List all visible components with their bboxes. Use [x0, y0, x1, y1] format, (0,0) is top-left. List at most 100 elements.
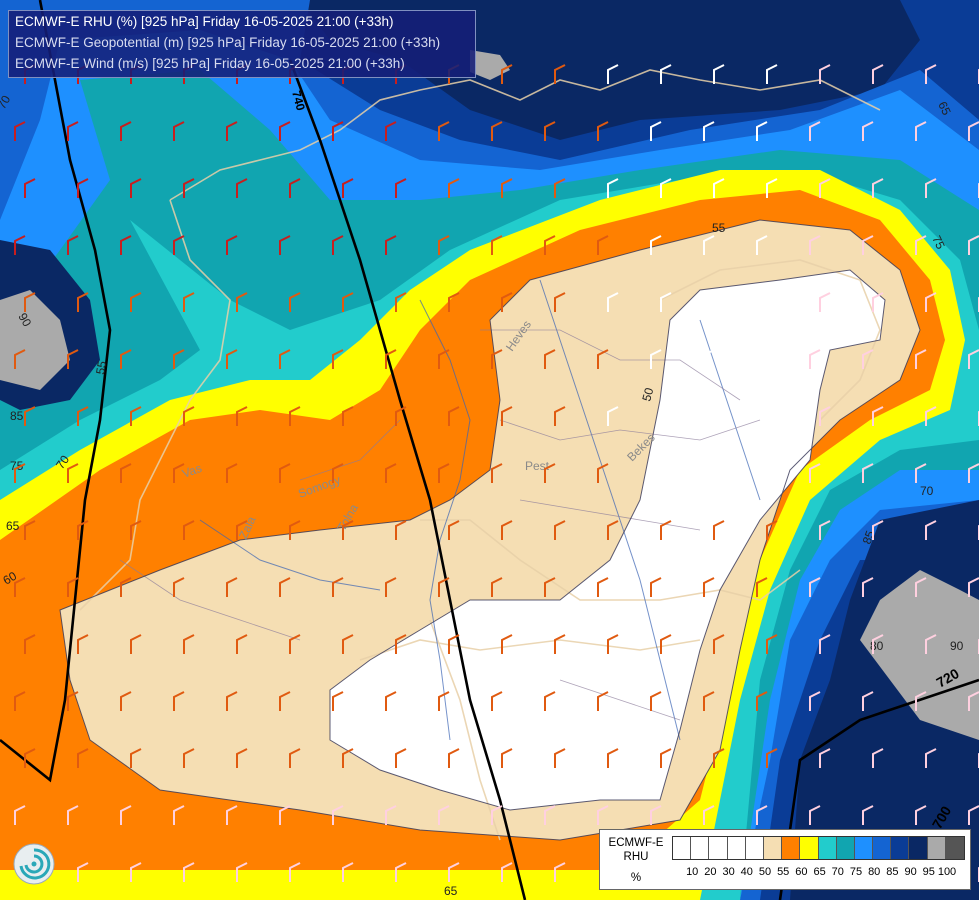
- wind-barb: [756, 349, 768, 369]
- wind-barb: [438, 463, 450, 483]
- rivers: [199, 279, 761, 741]
- wind-barb: [544, 577, 556, 597]
- wind-barb: [554, 520, 566, 540]
- wind-barb: [438, 691, 450, 711]
- wind-barb: [67, 463, 79, 483]
- wind-barb: [24, 520, 36, 540]
- legend-swatch: [691, 837, 710, 859]
- wind-barb: [862, 691, 874, 711]
- wind-barb: [660, 748, 672, 768]
- wind-barb: [332, 463, 344, 483]
- wind-barb: [130, 520, 142, 540]
- wind-barb: [544, 463, 556, 483]
- wind-barb: [385, 235, 397, 255]
- wind-barb: [332, 349, 344, 369]
- wind-barb: [501, 406, 513, 426]
- wind-barb: [968, 691, 979, 711]
- wind-barb: [395, 748, 407, 768]
- wind-barb: [183, 748, 195, 768]
- wind-barb: [597, 577, 609, 597]
- wind-barb: [120, 691, 132, 711]
- wind-barb: [925, 634, 937, 654]
- wind-barb: [77, 520, 89, 540]
- wind-barb: [24, 178, 36, 198]
- rhu-field-95-topright: [470, 50, 510, 80]
- wind-barb: [14, 691, 26, 711]
- wind-barb: [77, 292, 89, 312]
- legend-swatch: [818, 837, 837, 859]
- wind-barb: [650, 691, 662, 711]
- wind-barb: [703, 805, 715, 825]
- legend-swatch: [709, 837, 728, 859]
- country-borders: [79, 69, 881, 841]
- wind-barb: [703, 349, 715, 369]
- legend-unit: %: [630, 872, 642, 884]
- wind-barb: [120, 235, 132, 255]
- legend-tick: 65: [813, 866, 826, 878]
- wind-barb: [501, 634, 513, 654]
- wind-barb: [14, 235, 26, 255]
- wind-barb: [819, 520, 831, 540]
- wind-barb: [120, 121, 132, 141]
- wind-barb: [342, 292, 354, 312]
- wind-barb: [766, 178, 778, 198]
- wind-barb: [130, 862, 142, 882]
- wind-barb: [236, 634, 248, 654]
- legend-swatch: [873, 837, 892, 859]
- wind-barb: [544, 691, 556, 711]
- wind-barb: [554, 178, 566, 198]
- wind-barb: [332, 235, 344, 255]
- wind-barb: [226, 577, 238, 597]
- legend-swatch: [891, 837, 910, 859]
- wind-barb: [385, 463, 397, 483]
- rhu-field-40: [330, 270, 885, 810]
- legend-tick: 95: [922, 866, 935, 878]
- wind-barb: [342, 520, 354, 540]
- wind-barb: [183, 406, 195, 426]
- wind-barb: [130, 178, 142, 198]
- wind-barb: [173, 805, 185, 825]
- wind-barb: [395, 292, 407, 312]
- wind-barb: [544, 235, 556, 255]
- wind-barb: [67, 349, 79, 369]
- wind-barb: [713, 292, 725, 312]
- legend-swatch: [727, 837, 746, 859]
- wind-barb: [14, 463, 26, 483]
- wind-barb: [226, 463, 238, 483]
- wind-barb: [660, 520, 672, 540]
- wind-barb: [862, 349, 874, 369]
- wind-barb: [14, 349, 26, 369]
- rhu-field-95-right: [860, 570, 979, 740]
- place-label-pest: Pest: [525, 459, 550, 473]
- wind-barb: [766, 64, 778, 84]
- wind-barb: [385, 121, 397, 141]
- wind-barb: [819, 292, 831, 312]
- wind-barb: [236, 748, 248, 768]
- wind-barb: [173, 349, 185, 369]
- wind-barb: [279, 121, 291, 141]
- rhu-label: 70: [920, 484, 934, 498]
- rhu-label: 90: [950, 639, 964, 653]
- wind-barb: [703, 691, 715, 711]
- wind-barb: [597, 691, 609, 711]
- wind-barb: [915, 349, 927, 369]
- wind-barb: [491, 235, 503, 255]
- rhu-label: 50: [639, 386, 656, 403]
- wind-barb: [438, 121, 450, 141]
- wind-barb: [713, 178, 725, 198]
- wind-barb: [660, 178, 672, 198]
- wind-barb: [554, 862, 566, 882]
- wind-barb: [968, 235, 979, 255]
- legend-swatch: [782, 837, 801, 859]
- wind-barb: [544, 121, 556, 141]
- wind-barb: [279, 691, 291, 711]
- wind-barb: [766, 634, 778, 654]
- wind-barb: [67, 691, 79, 711]
- wind-barb: [448, 862, 460, 882]
- wind-barb: [703, 463, 715, 483]
- wind-barb: [226, 805, 238, 825]
- wind-barb: [120, 805, 132, 825]
- map-title-panel: ECMWF-E RHU (%) [925 hPa] Friday 16-05-2…: [8, 10, 476, 78]
- rhu-label: 65: [6, 519, 20, 533]
- wind-barb: [501, 178, 513, 198]
